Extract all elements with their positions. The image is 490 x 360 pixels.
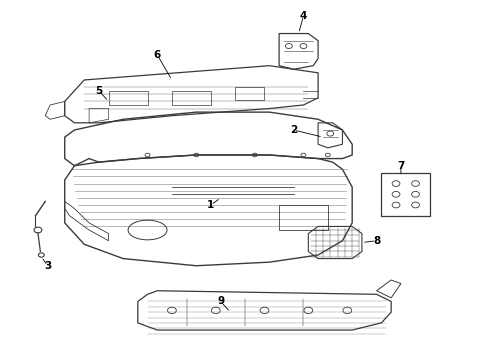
Text: 6: 6	[154, 50, 161, 60]
Bar	[172, 91, 211, 105]
Text: 8: 8	[373, 236, 380, 246]
Bar	[279, 205, 328, 230]
Bar	[235, 87, 265, 100]
Text: 5: 5	[95, 86, 102, 96]
Text: 3: 3	[44, 261, 51, 271]
Bar	[109, 91, 147, 105]
Text: 4: 4	[300, 11, 307, 21]
Text: 1: 1	[207, 200, 215, 210]
Text: 2: 2	[290, 125, 297, 135]
Text: 7: 7	[397, 161, 405, 171]
Text: 9: 9	[217, 296, 224, 306]
